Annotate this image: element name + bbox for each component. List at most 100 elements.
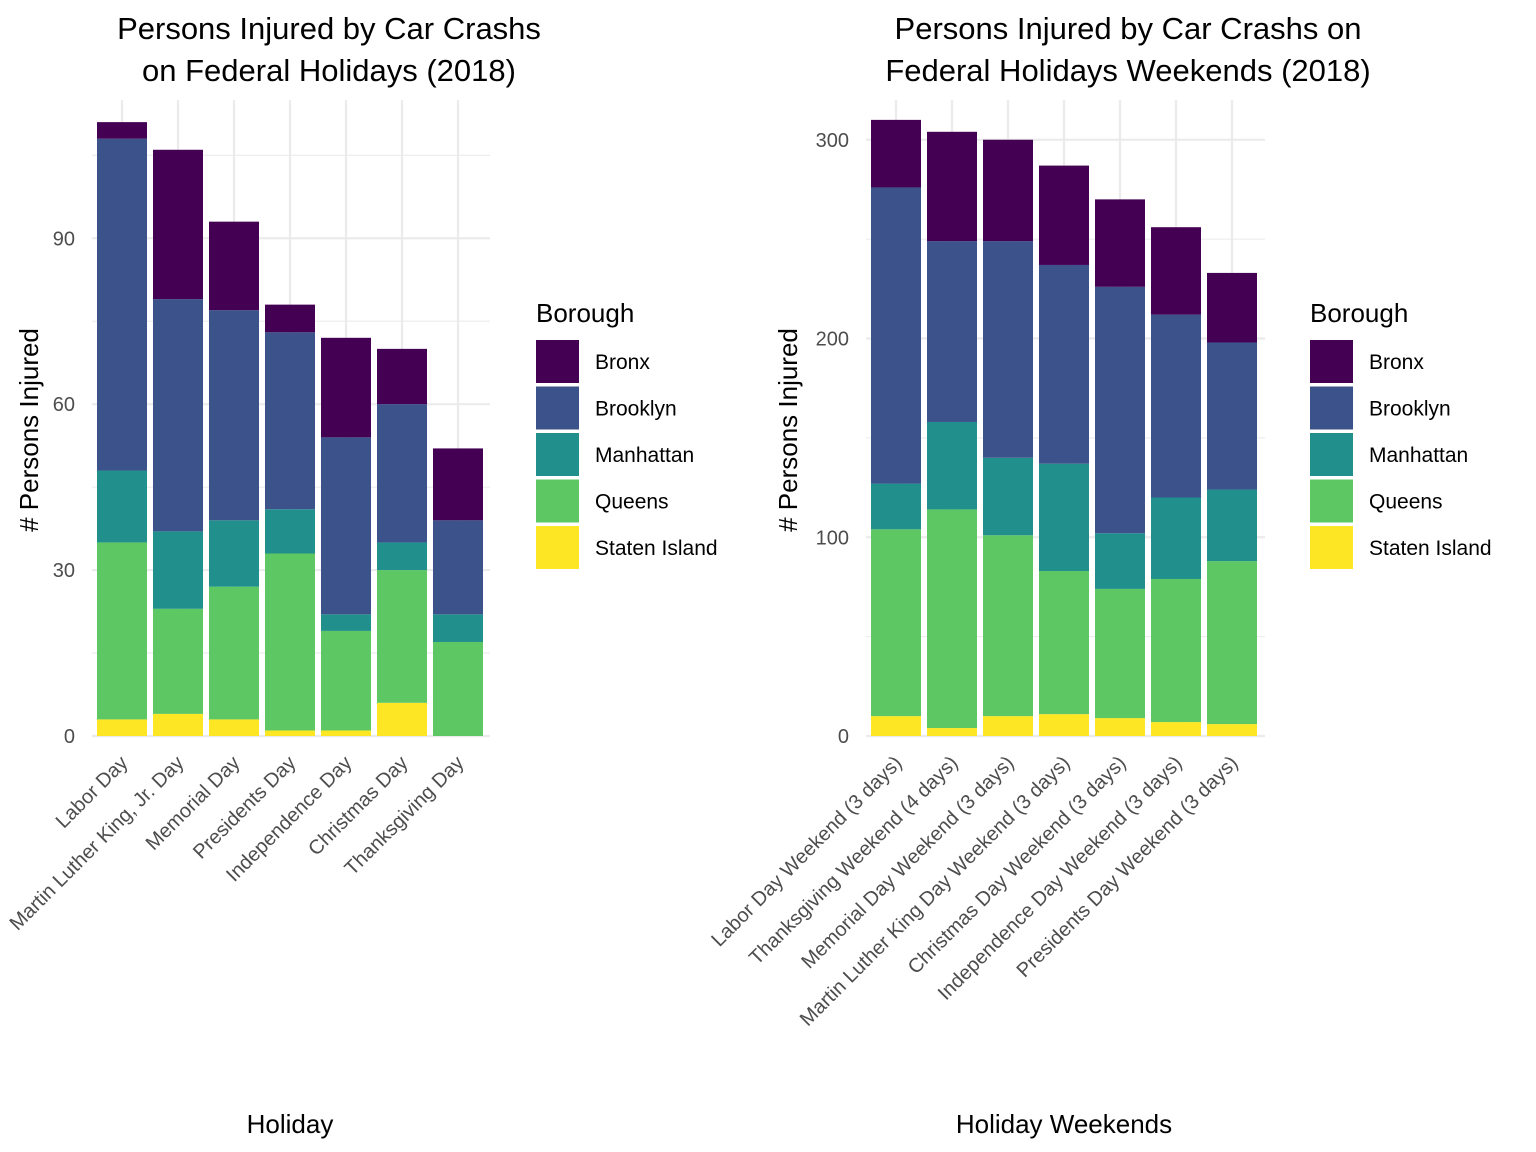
bar-segment-manhattan: [1207, 489, 1257, 562]
y-tick-label: 30: [53, 560, 75, 582]
bar-segment-brooklyn: [377, 404, 427, 543]
y-tick-label: 0: [64, 726, 75, 748]
y-tick-label: 0: [838, 726, 849, 748]
bar-segment-staten-island: [377, 702, 427, 736]
legend-title: Borough: [536, 298, 634, 328]
legend-label: Manhattan: [1369, 444, 1468, 467]
bar-segment-bronx: [1151, 227, 1201, 315]
bar-segment-bronx: [321, 337, 371, 438]
bar-segment-brooklyn: [871, 187, 921, 484]
legend-label: Brooklyn: [1369, 398, 1451, 421]
bar-segment-manhattan: [1039, 463, 1089, 572]
bar-segment-queens: [97, 542, 147, 720]
chart-title: Federal Holidays Weekends (2018): [885, 53, 1370, 88]
bar-segment-queens: [209, 586, 259, 720]
bar-segment-brooklyn: [1095, 286, 1145, 534]
x-axis-title: Holiday: [247, 1109, 334, 1139]
bar-segment-brooklyn: [433, 520, 483, 615]
bar-segment-queens: [927, 509, 977, 729]
bar-segment-bronx: [377, 348, 427, 405]
x-tick-label: Christmas Day: [304, 752, 412, 860]
bar-segment-manhattan: [97, 470, 147, 543]
legend: Borough Bronx Brooklyn Manhattan Queens State…: [536, 298, 718, 569]
bar-segment-bronx: [871, 119, 921, 188]
bar-segment-queens: [1151, 578, 1201, 723]
bar-segment-brooklyn: [1039, 264, 1089, 464]
bar-segment-manhattan: [927, 421, 977, 510]
bar-segment-staten-island: [871, 716, 921, 736]
bar-segment-queens: [983, 535, 1033, 717]
bar-segment-bronx: [265, 304, 315, 333]
bar-segment-manhattan: [871, 483, 921, 530]
legend-label: Queens: [595, 491, 669, 514]
bar-segment-manhattan: [1095, 533, 1145, 589]
bar-segment-manhattan: [153, 531, 203, 609]
legend-label: Bronx: [1369, 351, 1424, 374]
bar-segment-queens: [321, 630, 371, 731]
bar-segment-queens: [153, 608, 203, 714]
bar-segment-staten-island: [97, 719, 147, 736]
bar-segment-bronx: [209, 221, 259, 311]
bar-segment-brooklyn: [1151, 314, 1201, 498]
y-tick-label: 200: [816, 329, 849, 351]
legend-key-bronx: [536, 340, 579, 383]
legend-key-queens: [1310, 479, 1353, 523]
bar-segment-manhattan: [209, 520, 259, 587]
legend-label: Brooklyn: [595, 398, 677, 421]
legend-label: Manhattan: [595, 444, 694, 467]
bar-segment-queens: [265, 553, 315, 731]
bar-segment-manhattan: [265, 509, 315, 554]
legend-label: Staten Island: [595, 537, 718, 560]
legend-label: Queens: [1369, 491, 1443, 514]
bar-segment-staten-island: [265, 730, 315, 736]
legend-key-manhattan: [536, 433, 579, 476]
bar-segment-brooklyn: [927, 241, 977, 422]
bar-segment-bronx: [97, 122, 147, 139]
y-tick-label: 90: [53, 228, 75, 250]
bar-segment-bronx: [1095, 199, 1145, 287]
legend-key-queens: [536, 479, 579, 523]
legend-key-manhattan: [1310, 433, 1353, 476]
legend-key-staten-island: [1310, 526, 1353, 569]
bar-segment-queens: [1095, 588, 1145, 719]
x-tick-label: Presidents Day: [189, 752, 300, 863]
bar-segment-bronx: [153, 149, 203, 300]
legend: Borough Bronx Brooklyn Manhattan Queens State…: [1310, 298, 1492, 569]
bar-segment-queens: [377, 570, 427, 703]
bar-segment-queens: [871, 529, 921, 717]
bar-segment-manhattan: [983, 457, 1033, 536]
bar-segment-staten-island: [209, 719, 259, 736]
bar-segment-staten-island: [1039, 714, 1089, 736]
bar-segment-manhattan: [1151, 497, 1201, 579]
y-axis-title: # Persons Injured: [14, 328, 44, 532]
bar-segment-bronx: [1039, 165, 1089, 265]
bar-segment-queens: [433, 641, 483, 736]
legend-label: Bronx: [595, 351, 650, 374]
legend-key-staten-island: [536, 526, 579, 569]
legend-key-brooklyn: [1310, 386, 1353, 430]
legend-label: Staten Island: [1369, 537, 1492, 560]
bar-segment-bronx: [983, 139, 1033, 242]
bar-segment-bronx: [927, 131, 977, 242]
bar-segment-manhattan: [377, 542, 427, 571]
bar-segment-brooklyn: [265, 332, 315, 510]
bar-segment-staten-island: [1095, 718, 1145, 736]
legend-key-bronx: [1310, 340, 1353, 383]
chart-title: Persons Injured by Car Crashs on: [895, 11, 1362, 46]
bar-segment-brooklyn: [209, 310, 259, 521]
bar-segment-staten-island: [983, 716, 1033, 736]
bar-segment-bronx: [1207, 272, 1257, 343]
bar-segment-brooklyn: [983, 241, 1033, 458]
y-tick-label: 300: [816, 130, 849, 152]
y-tick-label: 100: [816, 527, 849, 549]
bar-segment-brooklyn: [1207, 342, 1257, 490]
bar-segment-brooklyn: [97, 138, 147, 471]
chart-title: on Federal Holidays (2018): [142, 53, 516, 88]
bar-segment-bronx: [433, 448, 483, 521]
bar-segment-queens: [1207, 561, 1257, 725]
bar-segment-brooklyn: [321, 437, 371, 615]
bar-segment-manhattan: [321, 614, 371, 631]
